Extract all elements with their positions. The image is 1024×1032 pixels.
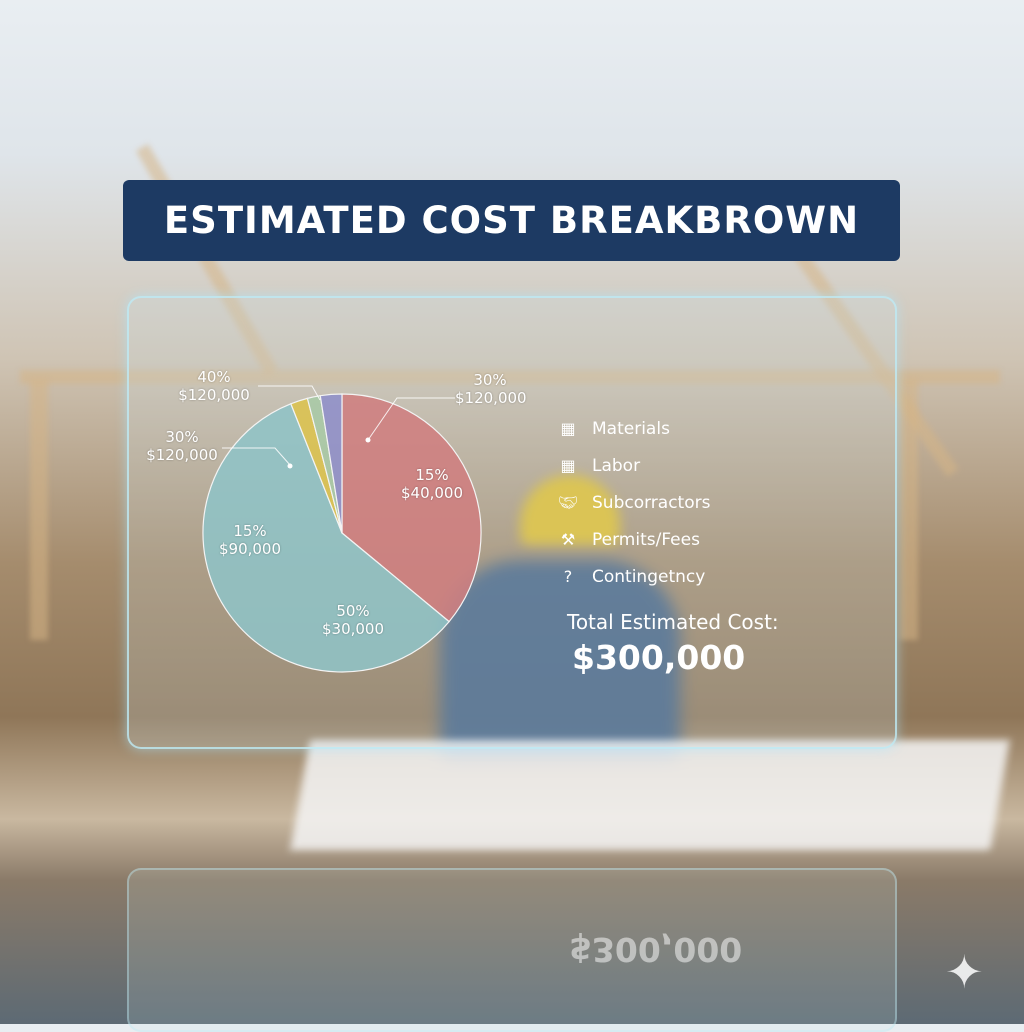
- label-pct: 50%: [336, 602, 370, 620]
- label-value: $30,000: [321, 620, 385, 638]
- bricks-icon: ▦: [560, 419, 576, 438]
- label-value: $40,000: [400, 484, 464, 502]
- legend-item-contingency: ? Contingetncy: [552, 558, 710, 595]
- label-value: $120,000: [146, 446, 218, 464]
- slice-label-labor: 50% $30,000: [318, 602, 388, 638]
- label-value: $90,000: [218, 540, 282, 558]
- leader-line: [258, 385, 321, 401]
- callout-label-labor: 30% $120,000: [145, 428, 219, 464]
- legend-item-permits: ⚒ Permits/Fees: [552, 521, 710, 558]
- sparkle-icon: ✦: [945, 945, 984, 999]
- pie-slice-materials: [341, 393, 482, 623]
- callout-label-materials: 30% $120,000: [455, 371, 527, 407]
- legend-item-labor: ▦ Labor: [552, 447, 710, 484]
- legend: ▦ Materials ▦ Labor 🤝︎ Subcorractors ⚒ Permi…: [552, 410, 711, 595]
- label-pct: 40%: [197, 368, 231, 386]
- pie-slice-labor: [202, 402, 450, 673]
- legend-item-materials: ▦ Materials: [552, 410, 710, 447]
- label-pct: 30%: [165, 428, 199, 446]
- callout-label-permits: 40% $120,000: [178, 368, 250, 404]
- label-pct: 15%: [415, 466, 449, 484]
- panel-reflection: $300,000: [127, 868, 897, 1032]
- leader-line: [222, 447, 291, 466]
- title-banner: ESTIMATED COST BREAKBROWN: [123, 180, 900, 261]
- legend-item-subcontractors: 🤝︎ Subcorractors: [552, 484, 711, 521]
- slice-label-materials: 15% $40,000: [396, 466, 468, 502]
- label-pct: 30%: [473, 371, 507, 389]
- legend-label: Contingetncy: [592, 566, 706, 587]
- gavel-icon: ⚒: [560, 530, 576, 549]
- legend-label: Labor: [592, 455, 641, 476]
- legend-label: Subcorractors: [592, 492, 711, 513]
- leader-dot: [365, 437, 371, 443]
- bricks-icon: ▦: [560, 456, 576, 475]
- pie-slice-contingetncy: [319, 393, 343, 534]
- leader-line: [367, 397, 455, 441]
- label-pct: 15%: [233, 522, 267, 540]
- question-icon: ?: [563, 567, 573, 586]
- leader-dot: [287, 463, 293, 469]
- slice-label-labor-2: 15% $90,000: [215, 522, 285, 558]
- label-value: $120,000: [178, 386, 250, 404]
- reflection-text: $300,000: [569, 930, 743, 969]
- total-value: $300,000: [572, 638, 746, 677]
- chart-title: ESTIMATED COST BREAKBROWN: [163, 199, 860, 242]
- handshake-icon: 🤝︎: [557, 493, 579, 512]
- total-label: Total Estimated Cost:: [567, 610, 779, 634]
- legend-label: Materials: [592, 418, 670, 439]
- label-value: $120,000: [455, 389, 527, 407]
- legend-label: Permits/Fees: [592, 529, 700, 550]
